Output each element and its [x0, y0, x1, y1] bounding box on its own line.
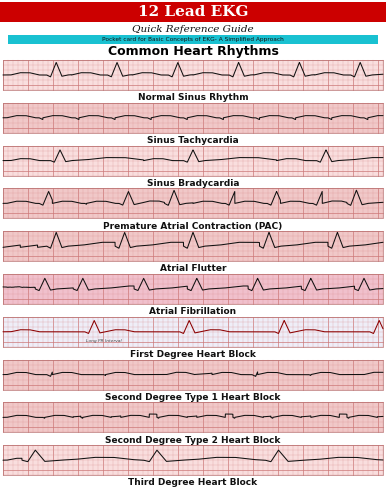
- Bar: [3, 317, 383, 347]
- Bar: [3, 146, 383, 176]
- Text: Second Degree Type 1 Heart Block: Second Degree Type 1 Heart Block: [105, 393, 281, 402]
- Text: Sinus Tachycardia: Sinus Tachycardia: [147, 136, 239, 145]
- Text: Second Degree Type 2 Heart Block: Second Degree Type 2 Heart Block: [105, 436, 281, 444]
- Bar: [3, 445, 383, 475]
- Bar: [3, 60, 383, 90]
- Text: Pocket card for Basic Concepts of EKG- A Simplified Approach: Pocket card for Basic Concepts of EKG- A…: [102, 37, 284, 42]
- Bar: [3, 274, 383, 304]
- Bar: [3, 317, 383, 347]
- Text: Sinus Bradycardia: Sinus Bradycardia: [147, 179, 239, 188]
- Text: First Degree Heart Block: First Degree Heart Block: [130, 350, 256, 359]
- Bar: [3, 445, 383, 475]
- Bar: [3, 360, 383, 390]
- Bar: [3, 274, 383, 304]
- Bar: [3, 402, 383, 432]
- Bar: [3, 60, 383, 90]
- Text: Quick Reference Guide: Quick Reference Guide: [132, 24, 254, 34]
- Bar: [3, 146, 383, 176]
- Text: Normal Sinus Rhythm: Normal Sinus Rhythm: [138, 93, 248, 102]
- Bar: [3, 188, 383, 218]
- Text: Long PR Interval: Long PR Interval: [86, 339, 122, 343]
- Bar: [3, 402, 383, 432]
- Bar: [3, 231, 383, 261]
- Bar: [0, 2, 386, 22]
- Bar: [3, 231, 383, 261]
- Bar: [3, 360, 383, 390]
- Text: Atrial Flutter: Atrial Flutter: [160, 264, 226, 274]
- Text: Common Heart Rhythms: Common Heart Rhythms: [108, 46, 278, 59]
- Text: Premature Atrial Contraction (PAC): Premature Atrial Contraction (PAC): [103, 222, 283, 230]
- Text: Third Degree Heart Block: Third Degree Heart Block: [129, 478, 257, 488]
- Bar: [3, 188, 383, 218]
- Bar: [3, 103, 383, 133]
- Bar: [8, 35, 378, 44]
- Bar: [3, 103, 383, 133]
- Text: 12 Lead EKG: 12 Lead EKG: [138, 5, 248, 19]
- Text: Atrial Fibrillation: Atrial Fibrillation: [149, 307, 237, 316]
